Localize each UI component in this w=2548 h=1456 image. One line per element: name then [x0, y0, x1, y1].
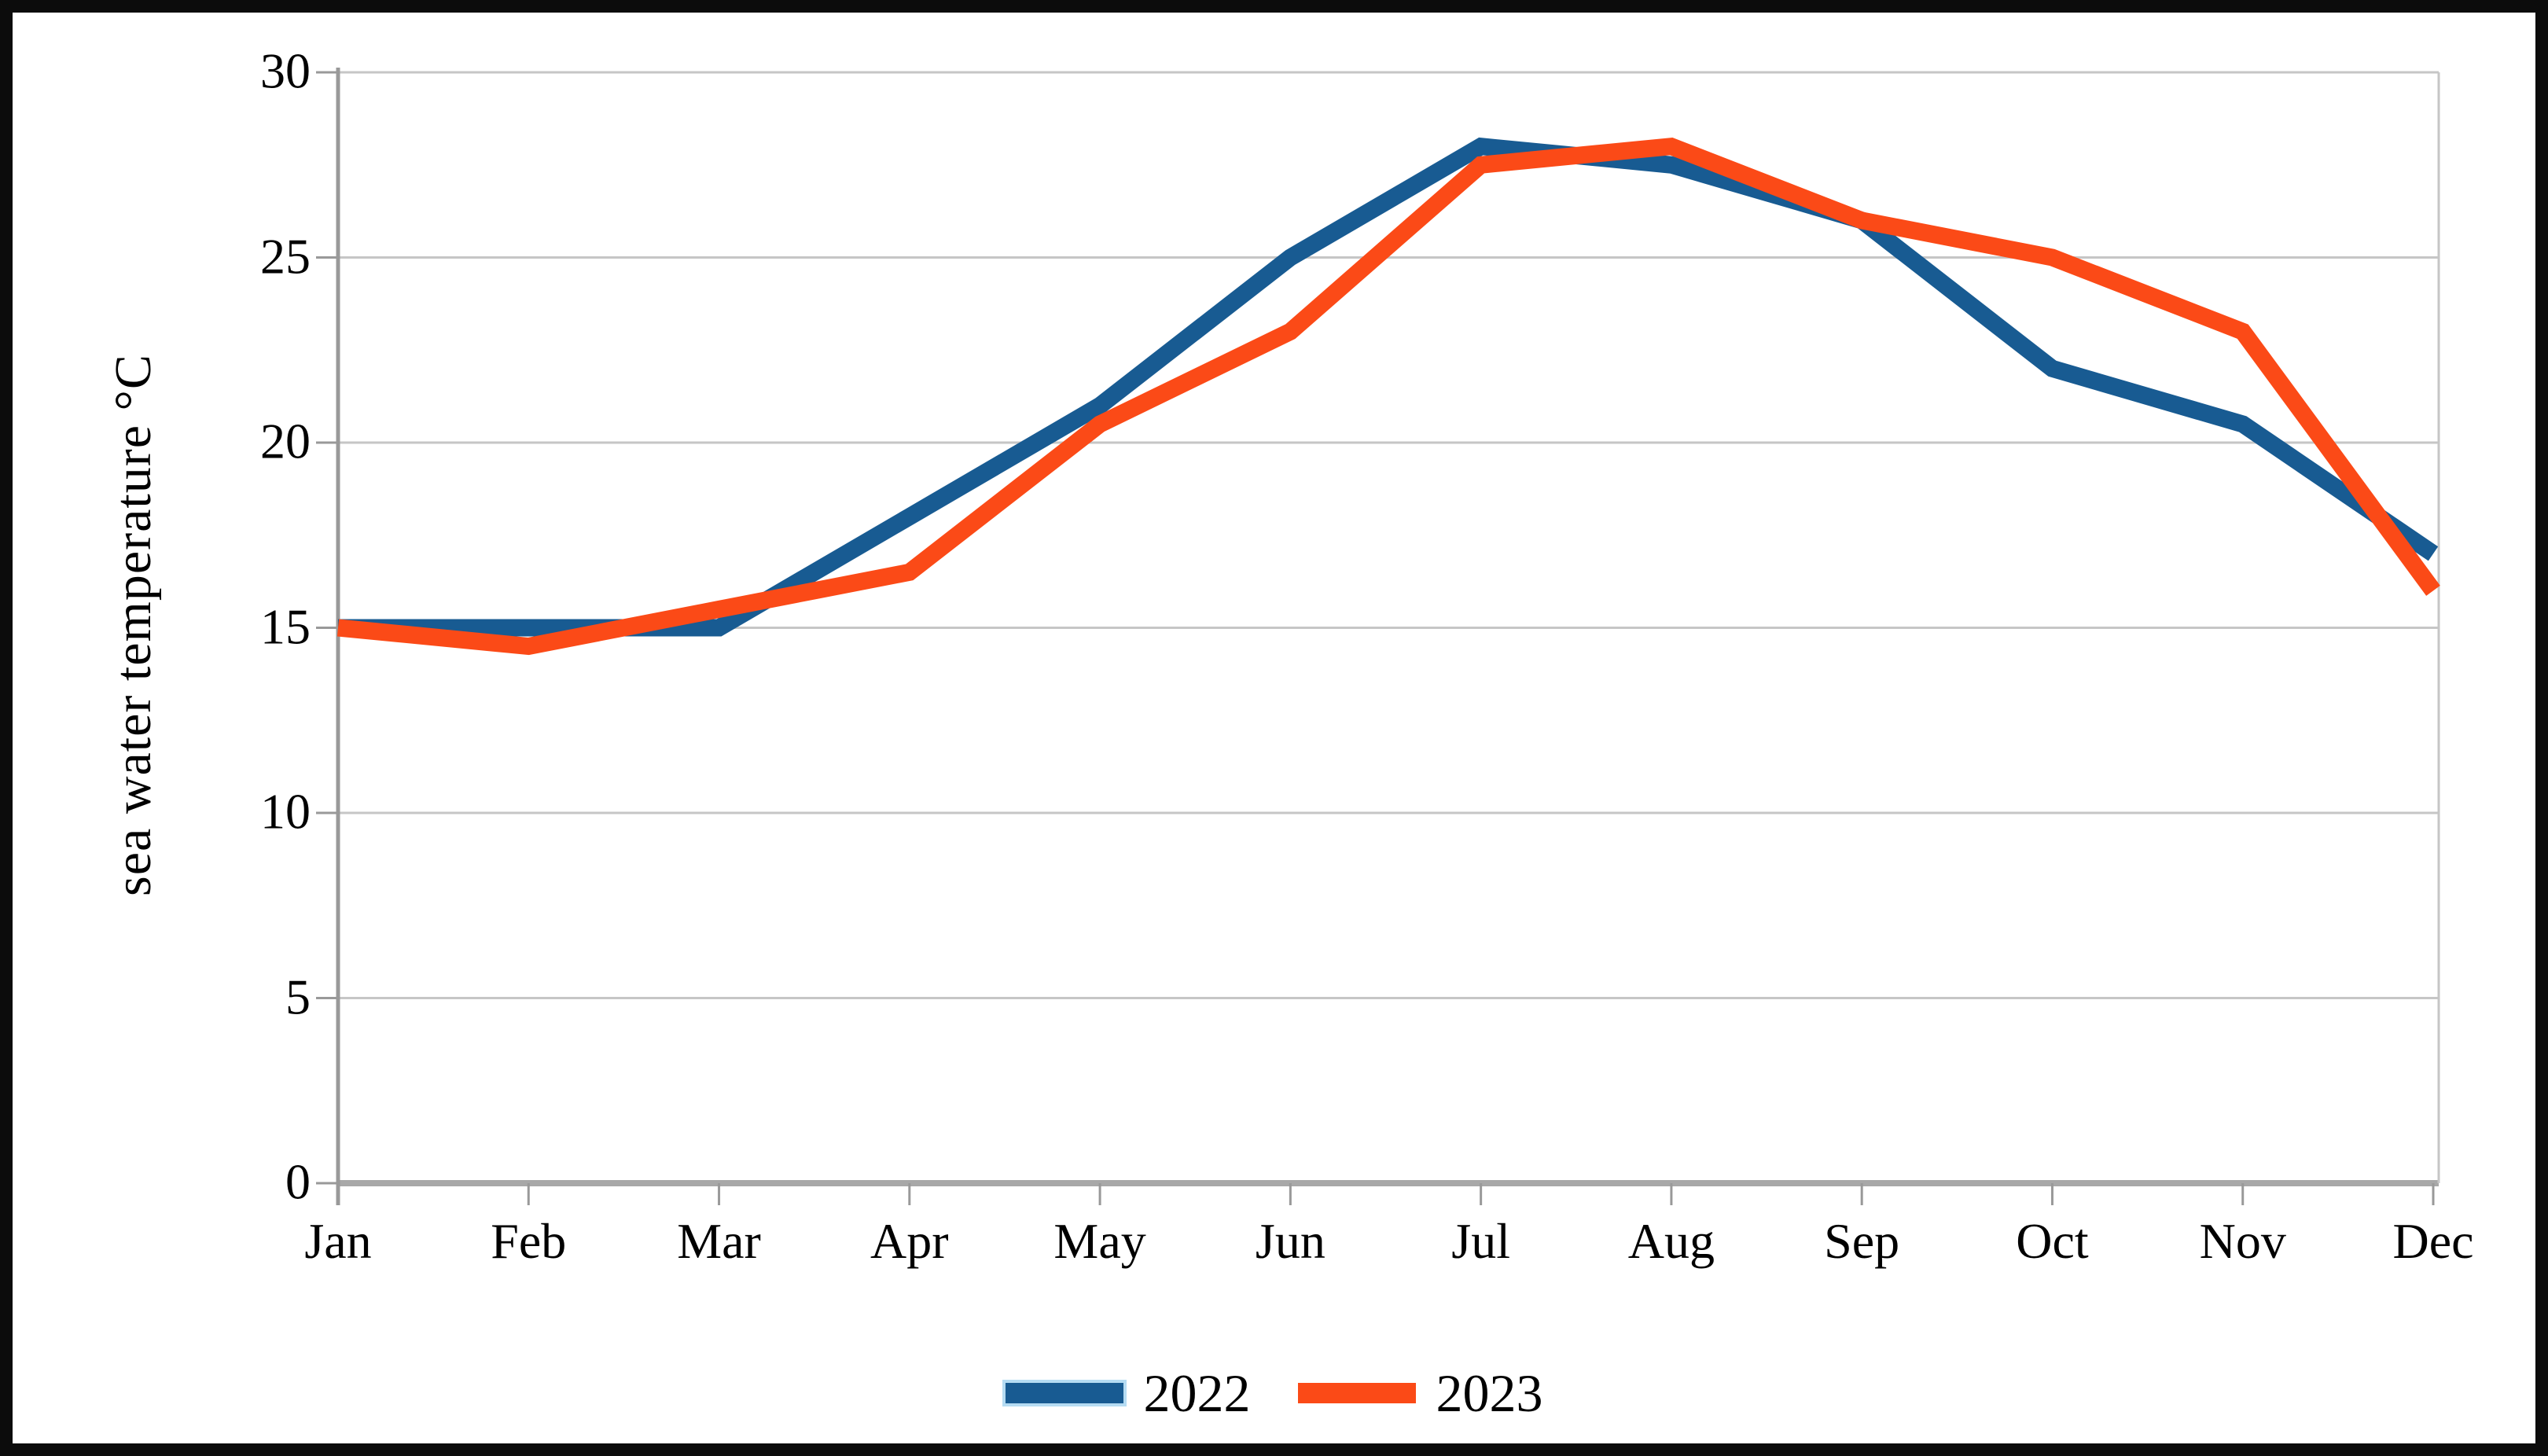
x-tick-label-dec: Dec — [2392, 1213, 2474, 1269]
x-tick-label-jul: Jul — [1451, 1213, 1510, 1269]
y-tick-label-0: 0 — [285, 1153, 311, 1210]
x-tick-label-apr: Apr — [870, 1213, 949, 1269]
series-line-2022 — [338, 137, 2439, 637]
x-tick-label-oct: Oct — [2016, 1213, 2089, 1269]
y-tick-label-20: 20 — [260, 413, 311, 469]
x-tick-label-jun: Jun — [1255, 1213, 1325, 1269]
legend-swatch-2023-icon — [1297, 1383, 1416, 1403]
legend-item-2023: 2023 — [1297, 1363, 1543, 1423]
legend-label-2023: 2023 — [1436, 1363, 1543, 1423]
y-tick-label-15: 15 — [260, 598, 311, 655]
x-tick-label-nov: Nov — [2199, 1213, 2286, 1269]
y-axis-title: sea water temperature °C — [105, 354, 162, 896]
legend: 2022 2023 — [1002, 1363, 1543, 1423]
x-tick-label-mar: Mar — [677, 1213, 761, 1269]
x-tick-label-may: May — [1053, 1213, 1146, 1269]
y-tick-label-5: 5 — [285, 969, 311, 1025]
y-tick-label-30: 30 — [260, 42, 311, 99]
series-line-2023 — [336, 137, 2440, 656]
x-tick-label-jan: Jan — [304, 1213, 372, 1269]
legend-label-2022: 2022 — [1143, 1363, 1251, 1423]
x-tick-label-aug: Aug — [1627, 1213, 1715, 1269]
y-tick-label-25: 25 — [260, 228, 311, 285]
x-tick-label-sep: Sep — [1824, 1213, 1900, 1269]
legend-item-2022: 2022 — [1002, 1363, 1251, 1423]
x-tick-label-feb: Feb — [491, 1213, 567, 1269]
y-tick-label-10: 10 — [260, 783, 311, 840]
legend-swatch-2022-icon — [1002, 1380, 1127, 1406]
